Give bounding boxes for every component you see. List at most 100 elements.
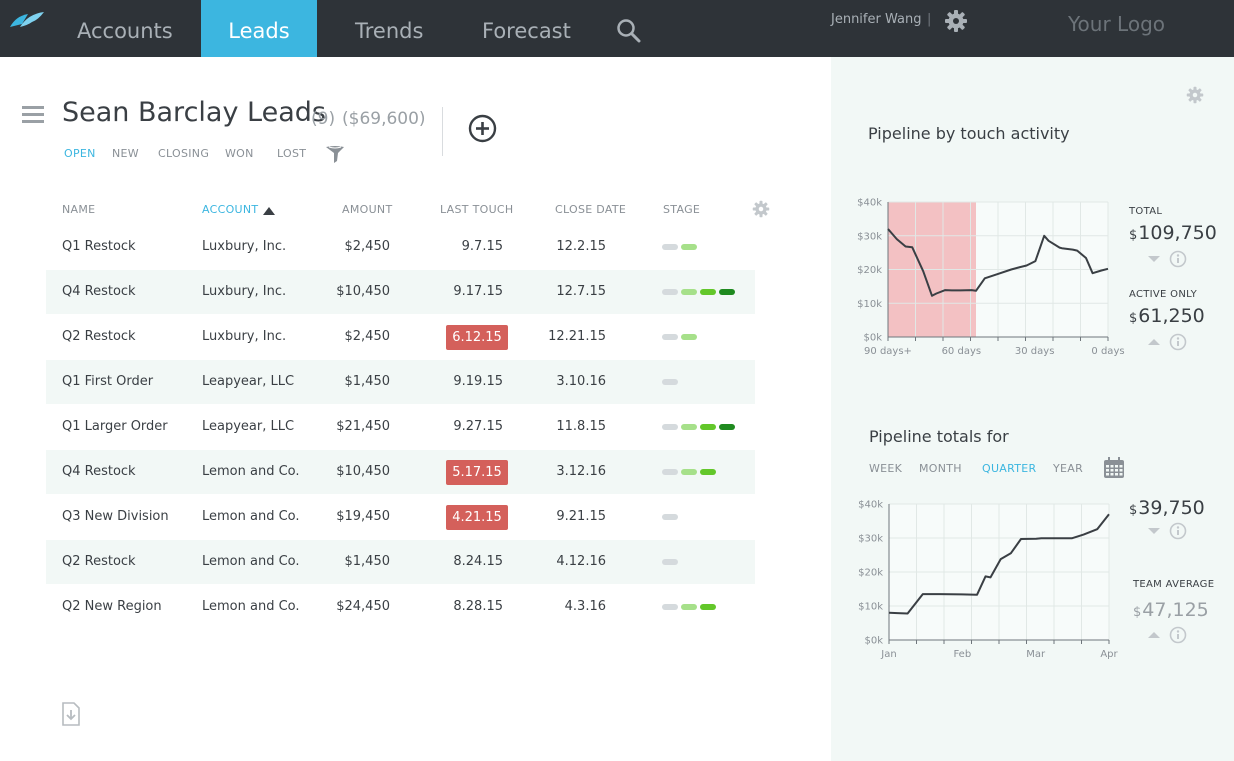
stage-segment <box>681 604 697 610</box>
amount: $21,450 <box>336 419 390 434</box>
table-row[interactable]: Q4 Restock Luxbury, Inc. $10,450 9.17.15 12.… <box>46 270 755 314</box>
trend-controls <box>1148 250 1187 268</box>
y-tick-label: $0k <box>864 636 883 647</box>
table-row[interactable]: Q1 First Order Leapyear, LLC $1,450 9.19.15… <box>46 360 755 404</box>
last-touch-date: 9.17.15 <box>453 284 503 299</box>
y-tick-label: $40k <box>858 500 883 511</box>
lead-count: (9) <box>311 109 336 129</box>
x-tick-label: Mar <box>1026 649 1046 660</box>
pipeline-sidebar: Pipeline by touch activity $0k $10k $20k $3… <box>831 57 1234 761</box>
account-name: Lemon and Co. <box>202 599 300 614</box>
gear-icon[interactable] <box>1186 86 1204 104</box>
stage-segment <box>662 469 678 475</box>
touch-activity-chart: $0k $10k $20k $30k $40k 90 days+ 60 days 30 day… <box>857 198 1124 358</box>
x-tick-label: Jan <box>880 649 896 660</box>
stage-segment <box>700 604 716 610</box>
column-header-stage[interactable]: STAGE <box>663 203 701 216</box>
search-icon[interactable] <box>615 17 643 45</box>
x-tick-label: 90 days+ <box>864 346 912 357</box>
last-touch-date: 9.19.15 <box>453 374 503 389</box>
close-date: 3.10.16 <box>556 374 606 389</box>
filter-tab-won[interactable]: WON <box>225 147 254 160</box>
last-touch-date: 8.28.15 <box>453 599 503 614</box>
period-tab-month[interactable]: MONTH <box>919 462 962 475</box>
close-date: 4.3.16 <box>564 599 606 614</box>
table-row[interactable]: Q2 Restock Lemon and Co. $1,450 8.24.15 4.12… <box>46 540 755 584</box>
y-tick-label: $20k <box>857 265 882 276</box>
nav-tab-leads[interactable]: Leads <box>201 0 317 57</box>
lead-name: Q2 New Region <box>62 599 162 614</box>
current-pipeline-value: $39,750 <box>1129 497 1205 519</box>
table-row[interactable]: Q2 Restock Luxbury, Inc. $2,450 6.12.15 12.2… <box>46 315 755 359</box>
overdue-last-touch-badge: 6.12.15 <box>446 325 508 350</box>
active-only-label: ACTIVE ONLY <box>1129 289 1198 300</box>
calendar-icon[interactable] <box>1103 457 1125 479</box>
filter-tab-lost[interactable]: LOST <box>277 147 307 160</box>
table-row[interactable]: Q3 New Division Lemon and Co. $19,450 4.21.… <box>46 495 755 539</box>
column-header-amount[interactable]: AMOUNT <box>342 203 393 216</box>
filter-tab-new[interactable]: NEW <box>112 147 139 160</box>
stage-segment <box>662 244 678 250</box>
nav-tab-trends[interactable]: Trends <box>355 19 424 43</box>
lead-name: Q1 First Order <box>62 374 154 389</box>
account-name: Luxbury, Inc. <box>202 239 287 254</box>
last-touch-date: 9.27.15 <box>453 419 503 434</box>
info-icon <box>1169 333 1187 351</box>
period-tab-week[interactable]: WEEK <box>869 462 903 475</box>
amount: $1,450 <box>344 374 391 389</box>
sort-up-icon[interactable] <box>263 207 275 215</box>
export-icon[interactable] <box>62 702 80 726</box>
gear-icon[interactable] <box>944 9 968 33</box>
user-name[interactable]: Jennifer Wang <box>831 12 922 27</box>
column-header-account[interactable]: ACCOUNT <box>202 203 259 216</box>
stage-segment <box>719 289 735 295</box>
nav-tab-accounts[interactable]: Accounts <box>77 19 173 43</box>
table-row[interactable]: Q2 New Region Lemon and Co. $24,450 8.28.15… <box>46 585 755 629</box>
last-touch-date: 8.24.15 <box>453 554 503 569</box>
stage-segment <box>662 559 678 565</box>
stage-segment <box>719 424 735 430</box>
stage-segment <box>662 379 678 385</box>
x-tick-label: Apr <box>1100 649 1118 660</box>
x-tick-label: Feb <box>953 649 971 660</box>
period-tab-year[interactable]: YEAR <box>1053 462 1084 475</box>
stage-segment <box>700 424 716 430</box>
filter-icon[interactable] <box>325 144 345 164</box>
account-name: Leapyear, LLC <box>202 419 295 434</box>
gear-icon[interactable] <box>752 200 770 218</box>
user-separator: | <box>927 12 932 27</box>
trend-controls <box>1148 626 1187 644</box>
add-circle-icon[interactable] <box>468 114 497 143</box>
hamburger-icon[interactable] <box>22 106 44 125</box>
trend-controls <box>1148 333 1187 351</box>
table-row[interactable]: Q1 Larger Order Leapyear, LLC $21,450 9.27.… <box>46 405 755 449</box>
y-tick-label: $40k <box>857 198 882 209</box>
table-row[interactable]: Q1 Restock Luxbury, Inc. $2,450 9.7.15 12.2.… <box>46 225 755 269</box>
stage-segment <box>662 604 678 610</box>
amount: $1,450 <box>344 554 391 569</box>
filter-tab-open[interactable]: OPEN <box>64 147 96 160</box>
amount: $2,450 <box>344 239 391 254</box>
y-tick-label: $30k <box>858 534 883 545</box>
info-icon <box>1169 626 1187 644</box>
close-date: 4.12.16 <box>556 554 606 569</box>
stage-segment <box>662 514 678 520</box>
stage-segment <box>700 289 716 295</box>
lead-total-amount: ($69,600) <box>342 109 426 129</box>
column-header-last-touch[interactable]: LAST TOUCH <box>440 203 514 216</box>
amount: $10,450 <box>336 284 390 299</box>
filter-tab-closing[interactable]: CLOSING <box>158 147 210 160</box>
stage-segment <box>681 289 697 295</box>
lead-name: Q4 Restock <box>62 464 136 479</box>
y-tick-label: $10k <box>858 602 883 613</box>
nav-tab-forecast[interactable]: Forecast <box>482 19 571 43</box>
leads-panel: Sean Barclay Leads (9) ($69,600) OPEN NE… <box>0 57 831 761</box>
period-tab-quarter[interactable]: QUARTER <box>982 462 1037 475</box>
column-header-name[interactable]: NAME <box>62 203 96 216</box>
amount: $2,450 <box>344 329 391 344</box>
logo-mark-icon[interactable] <box>8 8 46 30</box>
y-tick-label: $30k <box>857 231 882 242</box>
table-row[interactable]: Q4 Restock Lemon and Co. $10,450 5.17.15 3.1… <box>46 450 755 494</box>
account-name: Luxbury, Inc. <box>202 329 287 344</box>
column-header-close-date[interactable]: CLOSE DATE <box>555 203 627 216</box>
